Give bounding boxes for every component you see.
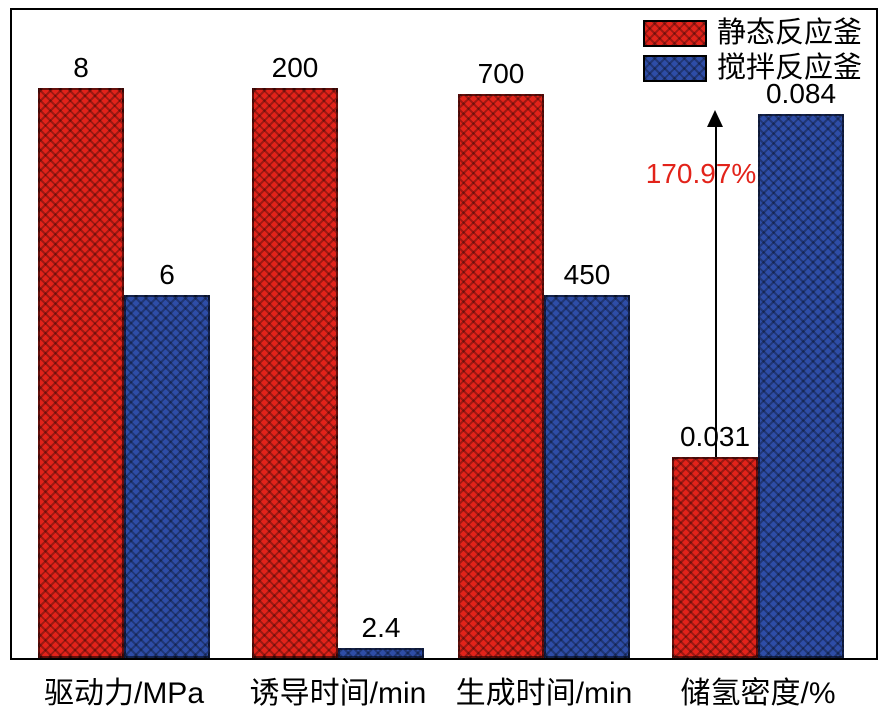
legend: 静态反应釜 搅拌反应釜: [640, 16, 864, 86]
legend-label: 静态反应釜: [716, 17, 862, 49]
legend-label: 搅拌反应釜: [716, 52, 862, 85]
x-axis-label: 诱导时间/min: [249, 677, 427, 710]
legend-swatch-icon: [642, 19, 707, 47]
bar-group0-搅拌反应釜: 6: [124, 259, 210, 658]
plot-area: 170.97% 静态反应釜 搅拌反应釜 8 6 200 2.4 700 450 0.031 0.…: [10, 8, 878, 660]
bar-group0-静态反应釜: 8: [38, 52, 124, 658]
annotation-percent-label: 170.97%: [645, 158, 757, 189]
annotation-arrow-line: [715, 122, 717, 457]
legend-row: 搅拌反应釜: [642, 52, 862, 85]
bar-value-label: 0.031: [679, 421, 751, 453]
legend-row: 静态反应釜: [642, 17, 862, 49]
bar-value-label: 700: [477, 58, 525, 90]
bar-group3-搅拌反应釜: 0.084: [758, 78, 844, 658]
bar-value-label: 450: [563, 259, 611, 291]
bar-group1-静态反应釜: 200: [252, 52, 338, 658]
x-axis-label: 储氢密度/%: [680, 677, 836, 710]
bar-group3-静态反应釜: 0.031: [672, 421, 758, 658]
bar-group1-搅拌反应釜: 2.4: [338, 612, 424, 658]
x-axis-label: 驱动力/MPa: [43, 677, 205, 710]
bar-value-label: 200: [271, 52, 319, 84]
x-axis-label: 生成时间/min: [455, 677, 633, 710]
bar-value-label: 0.084: [765, 78, 837, 110]
annotation-arrow-head-icon: [707, 110, 723, 127]
legend-swatch-icon: [642, 55, 707, 83]
bar-group2-搅拌反应釜: 450: [544, 259, 630, 658]
bar-value-label: 2.4: [361, 612, 401, 644]
bar-group2-静态反应釜: 700: [458, 58, 544, 658]
bar-value-label: 6: [159, 259, 175, 291]
bar-value-label: 8: [73, 52, 89, 84]
